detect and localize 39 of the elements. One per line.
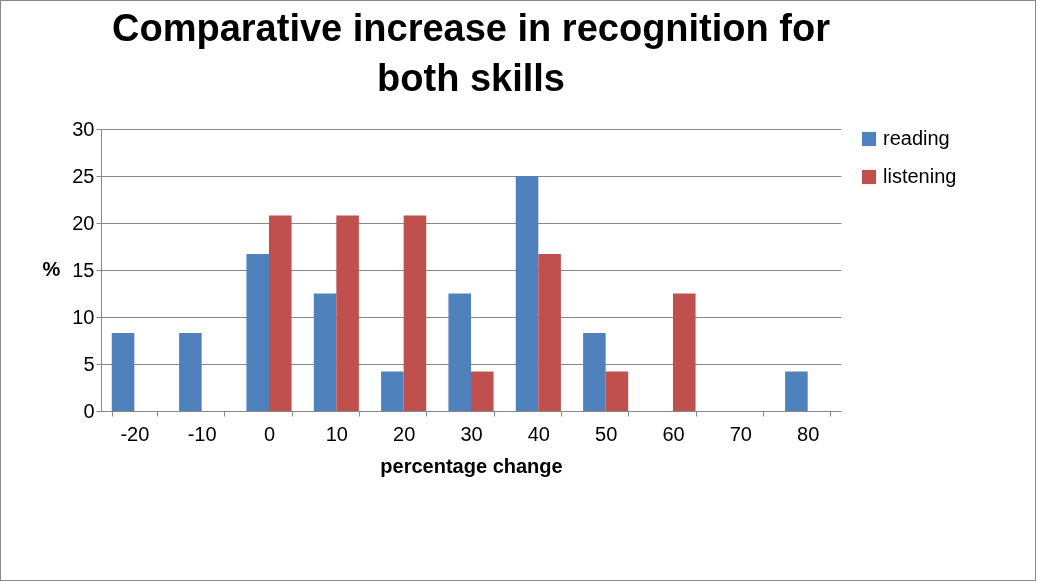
bar — [111, 332, 135, 411]
x-tick-label: 50 — [595, 422, 618, 445]
x-tick-label: -10 — [187, 422, 217, 445]
bar — [785, 371, 808, 411]
x-tick-label: 20 — [393, 422, 416, 445]
x-tick-label: 10 — [325, 422, 348, 445]
legend-label: listening — [883, 165, 957, 187]
y-tick-label: 25 — [72, 164, 95, 187]
chart-title: Comparative increase in recognition for both skills — [112, 7, 831, 99]
y-tick-label: 5 — [83, 352, 95, 375]
x-axis-title: percentage change — [380, 454, 563, 477]
bar — [538, 254, 561, 411]
x-tick-label: 40 — [527, 422, 550, 445]
x-tick-label: 70 — [729, 422, 752, 445]
bar — [403, 215, 427, 411]
x-tick-label: 0 — [263, 422, 276, 445]
bar — [246, 254, 269, 411]
y-tick-label: 20 — [72, 211, 95, 234]
bar — [448, 293, 471, 411]
bar — [673, 293, 696, 411]
bar — [605, 371, 629, 411]
bar — [381, 371, 404, 411]
y-tick-label: 0 — [83, 399, 95, 422]
bar — [179, 332, 202, 411]
bar — [336, 215, 359, 411]
y-tick-label: 10 — [72, 305, 95, 328]
y-tick-label: 15 — [72, 258, 95, 281]
legend-label: reading — [883, 127, 950, 149]
bar — [269, 215, 292, 411]
bar — [583, 332, 606, 411]
bar — [471, 371, 494, 411]
y-axis-title: % — [42, 257, 61, 280]
x-tick-label: 80 — [797, 422, 820, 445]
x-tick-label: 60 — [662, 422, 685, 445]
bar — [313, 293, 337, 411]
x-tick-label: -20 — [120, 422, 150, 445]
y-tick-label: 30 — [72, 117, 95, 140]
x-tick-label: 30 — [460, 422, 483, 445]
bar — [515, 176, 539, 411]
